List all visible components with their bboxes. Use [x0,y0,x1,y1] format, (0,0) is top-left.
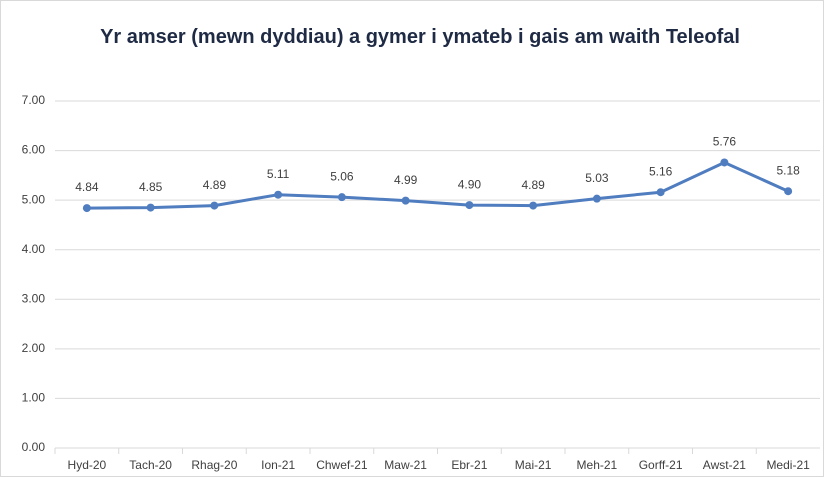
x-tick-label: Awst-21 [703,458,746,472]
data-label: 5.11 [267,167,290,181]
y-tick-label: 0.00 [22,440,46,454]
x-tick-label: Chwef-21 [316,458,368,472]
point [656,188,665,197]
chart-title: Yr amser (mewn dyddiau) a gymer i ymateb… [100,26,740,48]
point [146,203,155,212]
data-label: 4.89 [521,178,545,192]
y-tick-label: 5.00 [22,192,46,206]
x-tick-label: Medi-21 [766,458,810,472]
data-label: 5.03 [585,171,609,185]
data-label: 5.18 [776,163,800,177]
data-label: 4.99 [394,173,418,187]
x-tick-label: Hyd-20 [68,458,107,472]
x-tick-label: Tach-20 [129,458,172,472]
point [401,196,410,205]
point [274,190,283,199]
y-tick-label: 6.00 [22,143,46,157]
data-label: 4.85 [139,180,163,194]
data-label: 4.84 [75,180,99,194]
y-tick-label: 7.00 [22,93,46,107]
x-tick-label: Ion-21 [261,458,295,472]
point [465,201,474,210]
x-tick-label: Gorff-21 [639,458,683,472]
data-label: 4.90 [458,177,482,191]
x-tick-label: Mai-21 [515,458,552,472]
series-line [86,160,789,210]
data-label: 4.89 [203,178,227,192]
point [529,201,538,210]
point [82,204,91,213]
x-tick-label: Meh-21 [577,458,618,472]
y-tick-label: 3.00 [22,291,46,305]
y-tick-label: 1.00 [22,391,46,405]
point [784,187,793,196]
point [337,193,346,202]
y-tick-label: 2.00 [22,341,46,355]
point [592,194,601,203]
point [720,158,729,167]
data-label: 5.06 [330,169,354,183]
y-tick-label: 4.00 [22,242,46,256]
x-tick-label: Maw-21 [384,458,427,472]
data-label: 5.16 [649,164,673,178]
point [210,201,219,210]
data-label: 5.76 [713,135,737,149]
x-tick-label: Ebr-21 [451,458,487,472]
x-tick-label: Rhag-20 [191,458,237,472]
